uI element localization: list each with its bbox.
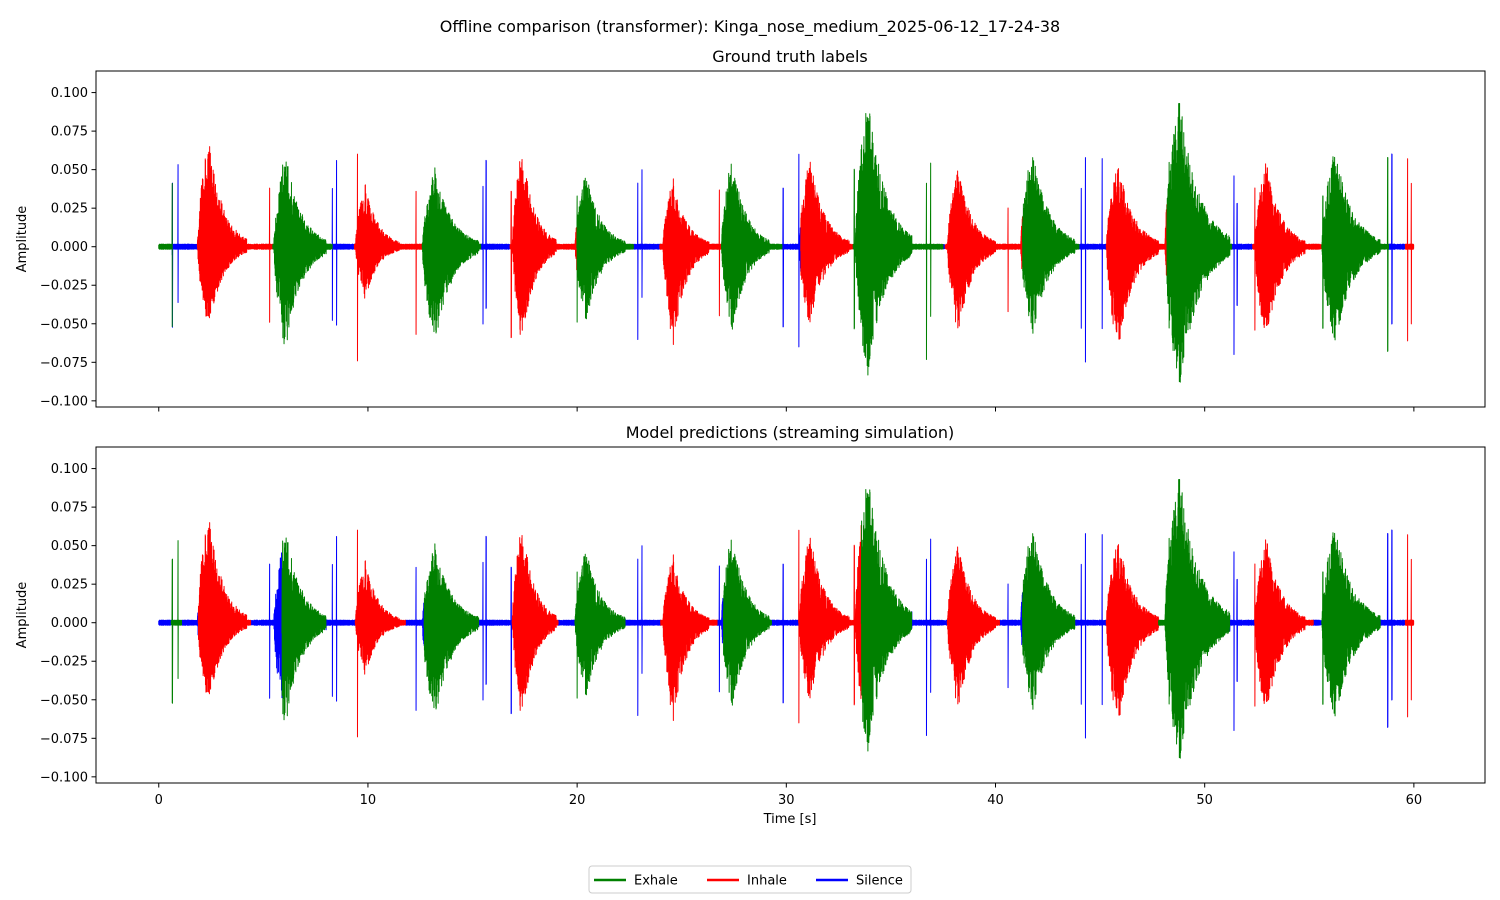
legend: Exhale Inhale Silence <box>588 865 912 894</box>
series-line-exhale <box>170 478 1381 759</box>
x-axis <box>158 407 1415 412</box>
y-axis: −0.100 −0.075 −0.050 −0.025 0.000 0.025 0.050 0… <box>40 462 96 785</box>
series-line-silence <box>158 529 1406 739</box>
y-tick-label: −0.050 <box>40 317 88 332</box>
y-axis-label: Amplitude <box>15 206 30 273</box>
x-tick-label: 10 <box>360 793 377 808</box>
axes-ground-truth: Ground truth labels −0.100−0.075−0.050−0… <box>15 47 1486 412</box>
figure-suptitle: Offline comparison (transformer): Kinga_… <box>440 17 1060 37</box>
axes-frame <box>95 70 1486 408</box>
y-tick-label: −0.075 <box>40 356 88 371</box>
axes-predictions: Model predictions (streaming simulation)… <box>15 423 1486 827</box>
y-tick-label: 0.050 <box>51 163 88 178</box>
legend-frame <box>588 865 912 894</box>
series-line-silence <box>171 153 1406 363</box>
y-tick-label: −0.100 <box>40 770 88 785</box>
y-tick-label: 0.075 <box>51 125 88 140</box>
series-line-exhale <box>158 102 1390 383</box>
y-tick-label: −0.025 <box>40 655 88 670</box>
series-line-inhale <box>197 522 1415 738</box>
y-tick-label: 0.075 <box>51 501 88 516</box>
waveform-series <box>158 478 1415 759</box>
x-tick-label: 0 <box>155 793 163 808</box>
waveform-series <box>158 102 1415 383</box>
y-axis: −0.100 −0.075 −0.050 −0.025 0.000 0.025 0.050 0… <box>40 86 96 409</box>
axes-title: Ground truth labels <box>712 47 867 66</box>
x-tick-label: 20 <box>569 793 586 808</box>
legend-label-silence: Silence <box>856 874 903 889</box>
y-tick-label: 0.100 <box>51 462 88 477</box>
y-tick-label: 0.025 <box>51 578 88 593</box>
legend-label-inhale: Inhale <box>747 874 787 889</box>
y-tick-label: −0.100 <box>40 394 88 409</box>
y-tick-label: −0.050 <box>40 693 88 708</box>
x-tick-label: 30 <box>778 793 795 808</box>
x-axis-label: Time [s] <box>763 812 817 827</box>
y-tick-label: 0.000 <box>51 616 88 631</box>
y-tick-label: 0.025 <box>51 202 88 217</box>
y-tick-label: 0.000 <box>51 240 88 255</box>
legend-label-exhale: Exhale <box>634 874 678 889</box>
y-axis-label: Amplitude <box>15 582 30 649</box>
x-tick-label: 60 <box>1406 793 1423 808</box>
y-tick-label: 0.050 <box>51 539 88 554</box>
y-tick-label: −0.075 <box>40 732 88 747</box>
axes-title: Model predictions (streaming simulation) <box>626 423 955 442</box>
x-tick-label: 50 <box>1196 793 1213 808</box>
x-tick-label: 40 <box>987 793 1004 808</box>
y-tick-label: −0.025 <box>40 279 88 294</box>
x-axis: 0 10 20 30 40 50 60 <box>155 783 1423 808</box>
y-tick-label: 0.100 <box>51 86 88 101</box>
series-line-inhale <box>196 146 1415 362</box>
axes-frame <box>95 446 1486 784</box>
